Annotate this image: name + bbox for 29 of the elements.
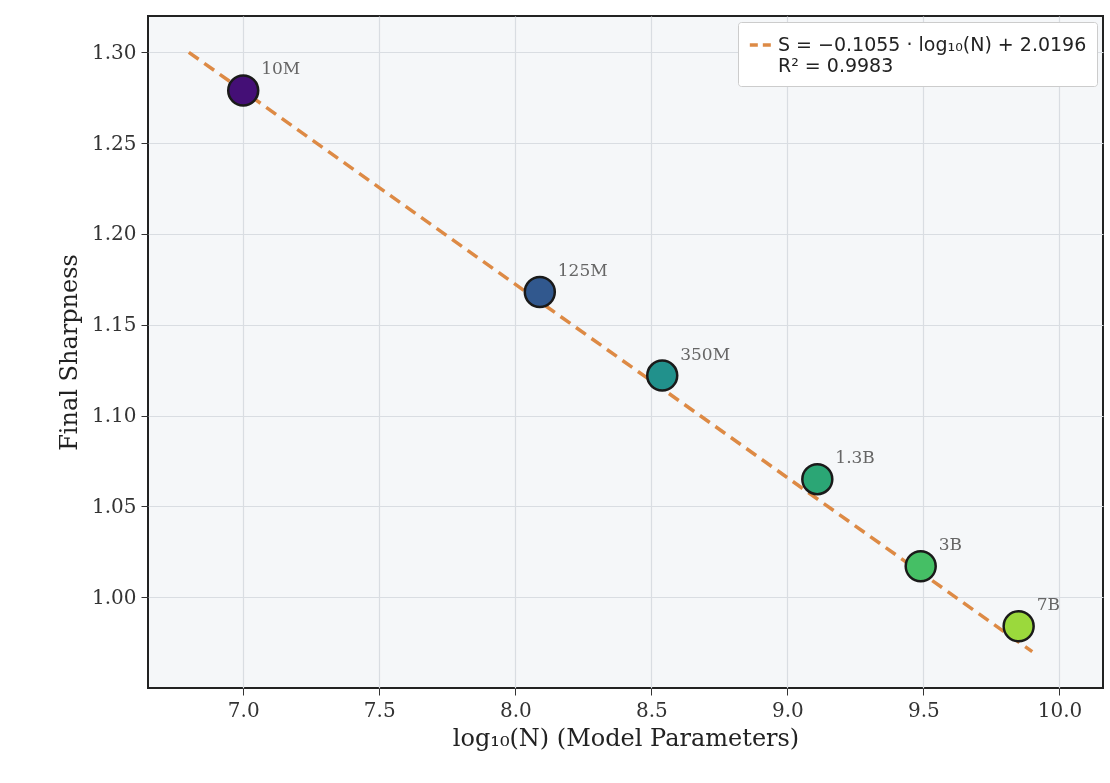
- point: [801, 462, 834, 496]
- point: [904, 550, 937, 583]
- point: [645, 359, 679, 392]
- y-axis-title: Final Sharpness: [54, 254, 83, 451]
- x-tick-label: 9.0: [771, 697, 804, 722]
- y-tick-label: 1.00: [91, 584, 137, 609]
- point: [226, 74, 260, 107]
- annotation: 7B: [1036, 594, 1060, 615]
- x-axis-title: log₁₀(N) (Model Parameters): [452, 723, 800, 752]
- x-tick-label: 10.0: [1037, 697, 1083, 722]
- point: [1002, 610, 1035, 643]
- x-tick-label: 8.0: [499, 697, 532, 722]
- y-tick-label: 1.05: [91, 493, 137, 518]
- annotation: 10M: [261, 58, 301, 79]
- x-tick-label: 9.5: [908, 697, 940, 722]
- annotation: 350M: [680, 343, 731, 364]
- y-tick-label: 1.20: [91, 221, 137, 246]
- y-tick-label: 1.25: [91, 130, 137, 155]
- x-tick-label: 7.5: [363, 697, 396, 722]
- y-tick-label: 1.10: [91, 403, 137, 428]
- y-tick-label: 1.30: [91, 39, 137, 64]
- legend-label: S = −0.1055 · log₁₀(N) + 2.0196 R² = 0.9983: [778, 33, 1087, 76]
- annotation: 1.3B: [835, 447, 875, 468]
- point: [523, 275, 557, 309]
- x-tick-label: 8.5: [635, 697, 668, 722]
- annotation: 3B: [938, 534, 963, 555]
- y-tick-label: 1.15: [91, 312, 137, 337]
- x-tick-label: 7.0: [227, 697, 260, 722]
- annotation: 125M: [557, 260, 608, 281]
